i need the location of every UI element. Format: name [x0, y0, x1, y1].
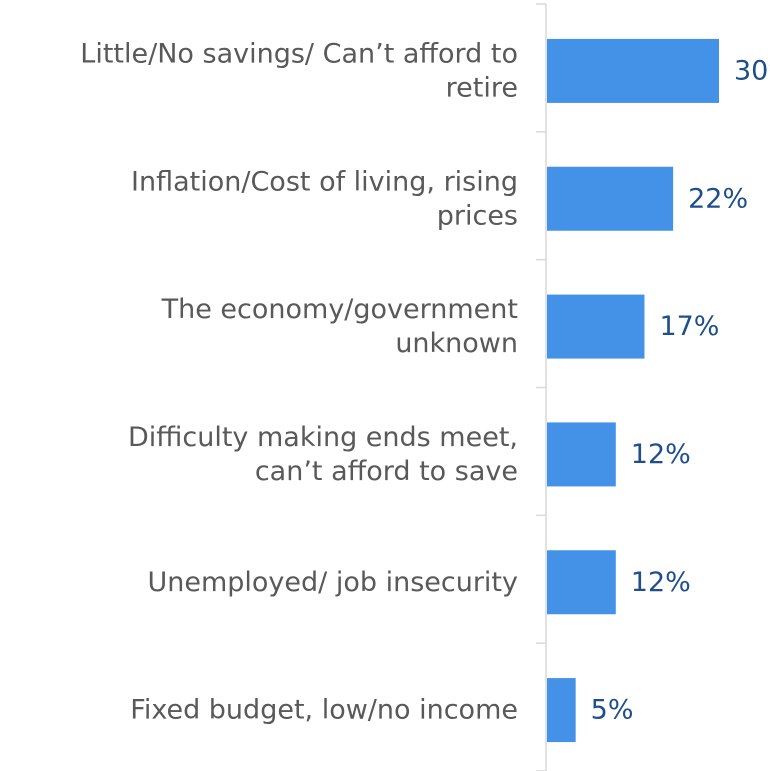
category-label-line: Unemployed/ job insecurity: [147, 567, 518, 598]
bars-group: [547, 38, 719, 743]
value-labels-group: 30% 22% 17% 12% 12% 5%: [591, 55, 770, 725]
axis-ticks: [536, 3, 546, 771]
category-label-line: prices: [437, 200, 518, 231]
category-label: Fixed budget, low/no income: [130, 695, 518, 726]
category-label: Inflation/Cost of living, rising prices: [131, 166, 518, 231]
category-label-line: retire: [446, 72, 518, 103]
value-label: 22%: [688, 183, 748, 214]
value-label: 12%: [631, 567, 691, 598]
value-label: 17%: [659, 311, 719, 342]
category-label-line: unknown: [395, 328, 518, 359]
category-label-line: Inflation/Cost of living, rising: [131, 166, 518, 197]
bar: [547, 38, 719, 103]
value-label: 30%: [734, 55, 770, 86]
bar: [547, 550, 616, 615]
category-label: Little/No savings/ Can’t afford to retire: [80, 38, 518, 103]
category-label: Difficulty making ends meet, can’t afford…: [128, 422, 518, 487]
category-label-line: Fixed budget, low/no income: [130, 695, 518, 726]
bar: [547, 294, 645, 359]
category-label: Unemployed/ job insecurity: [147, 567, 518, 598]
category-label: The economy/government unknown: [161, 294, 518, 359]
bar: [547, 678, 576, 743]
value-label: 12%: [631, 439, 691, 470]
category-label-line: Difficulty making ends meet,: [128, 422, 518, 453]
category-labels-group: Little/No savings/ Can’t afford to retire…: [80, 38, 518, 725]
value-label: 5%: [591, 695, 634, 726]
bar: [547, 166, 674, 231]
bar: [547, 422, 616, 487]
category-label-line: Little/No savings/ Can’t afford to: [80, 38, 518, 69]
category-label-line: The economy/government: [161, 294, 518, 325]
category-label-line: can’t afford to save: [255, 456, 518, 487]
